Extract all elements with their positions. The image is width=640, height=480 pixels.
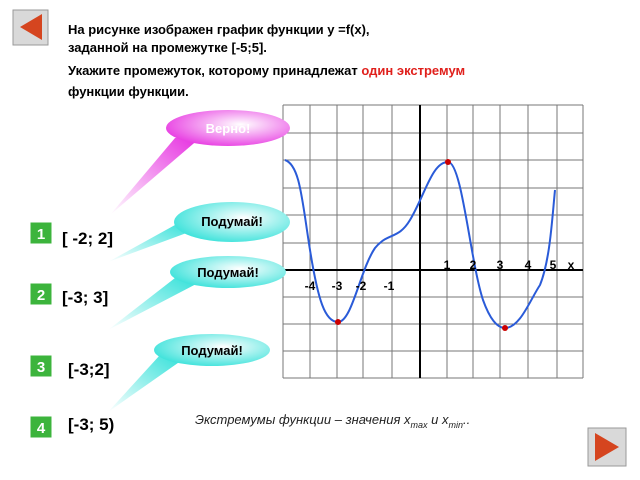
bubble-tail <box>108 278 200 330</box>
option[interactable]: 3 [-3;2] <box>29 354 110 379</box>
option-label: [-3;2] <box>68 360 110 379</box>
option[interactable]: 1 [ -2; 2] <box>29 221 113 248</box>
tick-label: 1 <box>444 258 451 272</box>
note-text: Экстремумы функции – значения x <box>195 412 411 427</box>
question-line: функции функции. <box>68 84 189 99</box>
bubble-tail <box>108 225 200 262</box>
note-text: и x <box>428 412 449 427</box>
feedback-text: Верно! <box>206 121 251 136</box>
extremum-point <box>335 319 341 325</box>
question-line: заданной на промежутке [-5;5]. <box>68 40 267 55</box>
feedback-bubble <box>166 110 290 146</box>
option[interactable]: 4 [-3; 5) <box>29 415 114 439</box>
bubble-tail <box>110 138 200 215</box>
tick-label: -3 <box>332 279 343 293</box>
option-number: 4 <box>37 420 46 437</box>
question-highlight: один экстремум <box>361 63 465 78</box>
function-curve <box>284 159 556 330</box>
option[interactable]: 2 [-3; 3] <box>29 282 108 307</box>
tick-label: 5 <box>550 258 557 272</box>
note-sub: min <box>449 420 464 430</box>
next-button[interactable] <box>587 427 627 467</box>
note-sub: max <box>411 420 429 430</box>
extremum-point <box>445 159 451 165</box>
grid <box>282 104 584 379</box>
option-label: [-3; 3] <box>62 288 108 307</box>
question-line: На рисунке изображен график функции y =f… <box>68 22 370 37</box>
feedback-text: Подумай! <box>197 265 259 280</box>
option-label: [ -2; 2] <box>62 229 113 248</box>
feedback-bubble <box>174 202 290 242</box>
tick-label: 2 <box>470 258 477 272</box>
tick-label: -4 <box>305 279 316 293</box>
question-line: Укажите промежуток, которому принадлежат… <box>68 63 465 78</box>
note: Экстремумы функции – значения xmax и xmi… <box>195 412 470 430</box>
feedback-bubble <box>170 256 286 288</box>
tick-label: -2 <box>356 279 367 293</box>
tick-label: 4 <box>525 258 532 272</box>
option-label: [-3; 5) <box>68 415 114 434</box>
axis-label: x <box>568 258 575 272</box>
feedback-bubble <box>154 334 270 366</box>
option-number: 3 <box>37 359 45 376</box>
option-number: 2 <box>37 287 45 304</box>
bubble-tail <box>108 355 185 412</box>
option-number: 1 <box>37 226 45 243</box>
feedback-text: Подумай! <box>201 214 263 229</box>
tick-label: 3 <box>497 258 504 272</box>
feedback-text: Подумай! <box>181 343 243 358</box>
question-text: Укажите промежуток, которому принадлежат <box>68 63 358 78</box>
extremum-point <box>502 325 508 331</box>
prev-button[interactable] <box>12 9 49 46</box>
note-text: .. <box>463 412 470 427</box>
tick-label: -1 <box>384 279 395 293</box>
